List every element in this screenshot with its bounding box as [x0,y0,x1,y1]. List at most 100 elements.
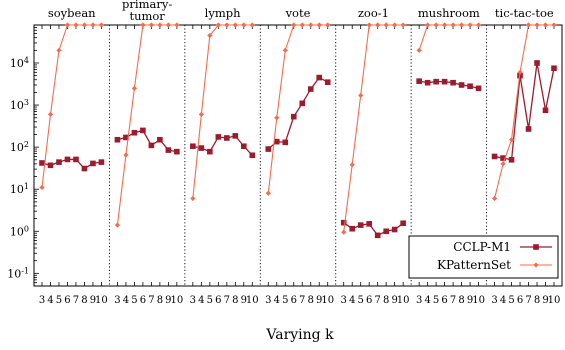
x-tick-label: 9 [542,295,548,306]
panel-title: mushroom [418,6,480,20]
legend-marker-kpatternset [533,262,539,268]
panel-zoo-1: zoo-1 3 4 5 6 7 8 910 [341,6,410,306]
point-cclp-m1 [273,138,280,145]
point-kpatternset [198,111,204,117]
point-kpatternset [308,22,314,28]
y-tick-label: 10-1 [7,266,29,281]
point-cclp-m1 [349,225,356,232]
point-kpatternset [316,22,322,28]
point-cclp-m1 [441,78,448,85]
y-tick-label: 100 [10,224,29,239]
point-cclp-m1 [500,155,506,161]
x-tick-label: 3 [416,295,422,306]
point-cclp-m1 [316,74,323,81]
legend-label-kpatternset: KPatternSet [437,258,511,272]
x-tick-label: 6 [366,295,372,306]
y-axis-ticks: 10-1 100 101 102 103 104 [7,24,39,287]
x-tick-label: 7 [374,295,380,306]
point-kpatternset [400,22,406,28]
point-cclp-m1 [81,165,88,172]
point-kpatternset [174,22,180,28]
point-kpatternset [475,22,482,28]
point-cclp-m1 [383,228,389,235]
point-kpatternset [525,22,532,28]
point-kpatternset [56,47,62,53]
point-cclp-m1 [47,162,54,169]
point-kpatternset [442,22,448,28]
legend-box [408,235,559,279]
point-cclp-m1 [366,221,372,227]
x-tick-label: 4 [424,295,430,306]
x-tick-label: 5 [358,295,364,306]
y-tick-label: 103 [10,98,29,113]
x-tick-label: 7 [525,295,531,306]
x-tick-label: 5 [433,295,439,306]
point-cclp-m1 [424,79,431,86]
point-kpatternset [232,22,238,28]
x-tick-label: 9 [241,295,247,306]
y-tick-label: 102 [10,140,29,155]
point-cclp-m1 [525,126,532,132]
panel-title: soybean [48,6,96,20]
panel-primary-tumor: primary-tumor 3 4 5 6 7 8 910 [114,0,183,306]
point-cclp-m1 [450,79,456,86]
point-kpatternset [131,85,138,91]
point-kpatternset [551,22,557,28]
x-tick-label: 8 [383,295,389,306]
legend: CCLP-M1 KPatternSet [408,235,559,279]
panel-title: tic-tac-toe [495,6,554,20]
legend-marker-cclp-m1 [533,244,539,250]
point-kpatternset [383,22,389,28]
point-kpatternset [114,222,121,228]
panel-title: primary- [122,0,172,11]
point-cclp-m1 [265,146,272,152]
point-cclp-m1 [534,60,540,66]
x-tick-label: 10 [170,295,183,306]
point-kpatternset [392,22,398,28]
point-cclp-m1 [340,219,347,226]
series-line-kpatternset [192,24,253,199]
point-kpatternset [215,22,221,28]
x-tick-label: 3 [190,295,196,306]
point-cclp-m1 [467,83,473,90]
point-cclp-m1 [98,159,105,165]
x-tick-label: 6 [140,295,146,306]
x-tick-label: 5 [508,295,514,306]
point-cclp-m1 [215,134,222,140]
x-tick-label: 9 [165,295,171,306]
y-tick-label: 104 [10,55,29,70]
point-kpatternset [508,137,515,143]
y-tick-label: 101 [10,182,29,197]
panel-title: lymph [205,6,241,20]
point-kpatternset [157,22,163,28]
point-cclp-m1 [282,139,289,146]
point-kpatternset [500,161,506,167]
point-kpatternset [358,92,364,98]
point-kpatternset [375,22,381,28]
point-kpatternset [241,22,247,28]
point-cclp-m1 [508,156,515,163]
point-cclp-m1 [374,232,381,239]
point-kpatternset [534,22,540,28]
point-kpatternset [366,22,372,28]
x-tick-label: 10 [95,295,108,306]
point-cclp-m1 [64,156,71,163]
point-cclp-m1 [131,129,138,136]
x-tick-label: 10 [246,295,259,306]
point-cclp-m1 [240,143,247,150]
point-kpatternset [224,22,230,28]
point-kpatternset [425,22,431,28]
x-tick-label: 4 [47,295,53,306]
x-tick-label: 9 [90,295,96,306]
point-cclp-m1 [307,86,314,92]
point-kpatternset [349,162,355,168]
x-tick-label: 6 [441,295,447,306]
point-cclp-m1 [148,142,155,149]
point-cclp-m1 [458,82,465,88]
x-tick-label: 6 [291,295,297,306]
point-cclp-m1 [140,127,146,134]
panel-soybean: soybean 3 4 5 6 7 8 910 [39,6,108,306]
point-kpatternset [123,152,129,158]
point-kpatternset [47,111,54,117]
